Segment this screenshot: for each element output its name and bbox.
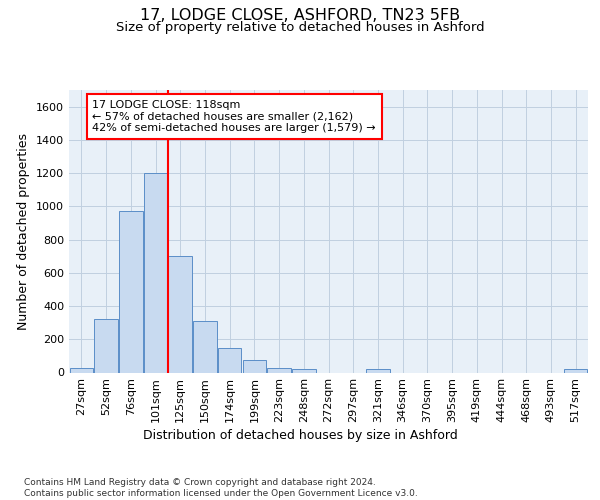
Bar xyxy=(193,321,217,372)
Bar xyxy=(366,369,389,372)
Text: Contains HM Land Registry data © Crown copyright and database right 2024.
Contai: Contains HM Land Registry data © Crown c… xyxy=(24,478,418,498)
Bar xyxy=(292,369,316,372)
Bar xyxy=(564,369,587,372)
Bar xyxy=(169,256,192,372)
Bar xyxy=(94,320,118,372)
Text: Size of property relative to detached houses in Ashford: Size of property relative to detached ho… xyxy=(116,21,484,34)
Bar xyxy=(242,360,266,372)
Text: Distribution of detached houses by size in Ashford: Distribution of detached houses by size … xyxy=(143,428,457,442)
Bar xyxy=(119,212,143,372)
Bar xyxy=(268,368,291,372)
Text: 17 LODGE CLOSE: 118sqm
← 57% of detached houses are smaller (2,162)
42% of semi-: 17 LODGE CLOSE: 118sqm ← 57% of detached… xyxy=(92,100,376,133)
Bar xyxy=(70,368,93,372)
Bar xyxy=(144,173,167,372)
Y-axis label: Number of detached properties: Number of detached properties xyxy=(17,132,31,330)
Bar xyxy=(218,348,241,372)
Text: 17, LODGE CLOSE, ASHFORD, TN23 5FB: 17, LODGE CLOSE, ASHFORD, TN23 5FB xyxy=(140,8,460,22)
